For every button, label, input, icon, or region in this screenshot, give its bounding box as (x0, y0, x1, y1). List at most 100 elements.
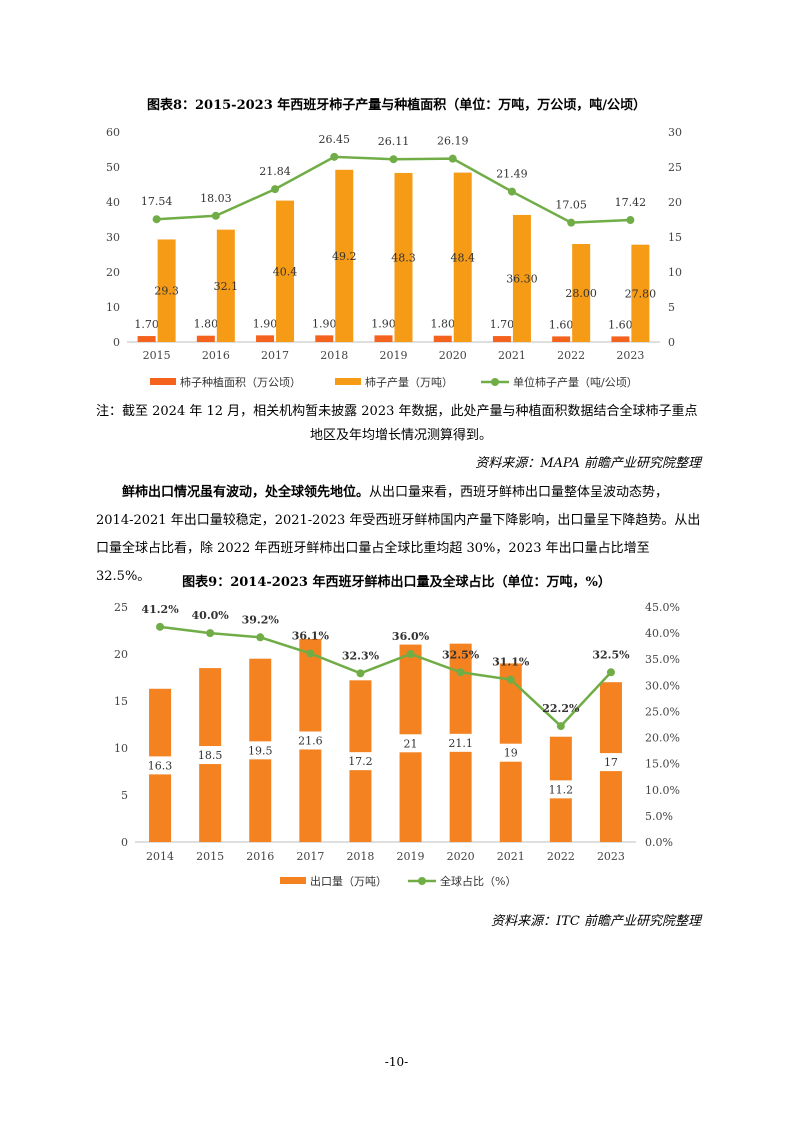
production-data-label: 48.4 (450, 251, 475, 264)
production-bar (157, 239, 176, 342)
y-right-tick-label: 30.0% (645, 679, 680, 692)
area-data-label: 1.70 (490, 318, 515, 331)
legend-production-swatch (335, 378, 361, 385)
chart2-source: 资料来源：ITC 前瞻产业研究院整理 (491, 914, 701, 929)
export-label-box (594, 753, 627, 772)
share-point (356, 669, 365, 678)
production-bar (276, 200, 295, 342)
x-tick-label: 2018 (346, 850, 374, 863)
chart2-title: 图表9：2014-2023 年西班牙鲜柿出口量及全球占比（单位：万吨，%） (182, 575, 611, 590)
y-right-tick-label: 10 (668, 266, 682, 279)
y-right-tick-label: 5 (668, 301, 675, 314)
note-line-2: 地区及年均增长情况测算得到。 (309, 428, 492, 443)
y-right-tick-label: 25 (668, 161, 682, 174)
share-point (606, 668, 615, 677)
legend-area-label: 柿子种植面积（万公顷） (180, 375, 301, 389)
yield-point (626, 216, 635, 225)
share-point (506, 675, 515, 684)
y-right-tick-label: 45.0% (645, 601, 680, 614)
yield-point (448, 154, 457, 163)
area-bar (315, 335, 334, 342)
export-label-box (344, 752, 377, 771)
legend-yield-label: 单位柿子产量（吨/公顷） (513, 375, 638, 389)
share-data-label: 32.3% (342, 649, 380, 662)
export-data-label: 19.5 (248, 744, 273, 757)
export-data-label: 11.2 (549, 783, 574, 796)
legend-area-swatch (150, 378, 176, 385)
area-data-label: 1.80 (194, 318, 219, 331)
area-data-label: 1.80 (430, 318, 455, 331)
y-right-tick-label: 15 (668, 231, 682, 244)
y-right-tick-label: 20 (668, 196, 682, 209)
chart1-title: 图表8：2015-2023 年西班牙柿子产量与种植面积（单位：万吨，万公顷，吨/… (146, 98, 647, 113)
share-data-label: 40.0% (192, 609, 230, 622)
x-tick-label: 2019 (380, 349, 408, 362)
x-tick-label: 2022 (547, 850, 575, 863)
y-left-tick-label: 50 (106, 161, 120, 174)
x-tick-label: 2016 (246, 850, 274, 863)
share-data-label: 41.2% (141, 603, 179, 616)
legend-share-marker (418, 877, 426, 885)
yield-data-label: 21.84 (259, 165, 291, 178)
share-point (206, 629, 215, 638)
production-bar (572, 244, 591, 342)
y-left-tick-label: 40 (106, 196, 120, 209)
export-data-label: 21 (404, 737, 418, 750)
area-data-label: 1.60 (608, 318, 633, 331)
area-bar (492, 336, 511, 342)
y-left-tick-label: 5 (121, 789, 128, 802)
x-tick-label: 2020 (447, 850, 475, 863)
export-label-box (544, 780, 577, 799)
legend-yield-marker (491, 378, 499, 386)
share-data-label: 32.5% (442, 648, 480, 661)
production-data-label: 48.3 (391, 251, 416, 264)
export-data-label: 18.5 (198, 749, 223, 762)
y-right-tick-label: 0 (668, 336, 675, 349)
y-left-tick-label: 25 (114, 601, 128, 614)
area-bar (256, 335, 275, 342)
area-bar (196, 335, 215, 342)
y-left-tick-label: 10 (106, 301, 120, 314)
legend-export-label: 出口量（万吨） (310, 874, 387, 888)
share-data-label: 31.1% (492, 656, 530, 669)
x-tick-label: 2017 (261, 349, 289, 362)
export-data-label: 17.2 (348, 755, 373, 768)
x-tick-label: 2017 (296, 850, 324, 863)
y-right-tick-label: 35.0% (645, 653, 680, 666)
share-point (556, 722, 565, 731)
export-label-box (494, 743, 527, 762)
export-label-box (144, 756, 177, 775)
yield-point (567, 218, 576, 227)
yield-point (389, 155, 398, 164)
production-data-label: 27.80 (625, 287, 657, 300)
legend-production-label: 柿子产量（万吨） (365, 375, 453, 389)
y-right-tick-label: 20.0% (645, 732, 680, 745)
x-tick-label: 2019 (397, 850, 425, 863)
paragraph-lead: 鲜柿出口情况虽有波动，处全球领先地位。 (122, 485, 370, 500)
area-bar (611, 336, 630, 342)
export-label-box (394, 734, 427, 753)
production-bar (335, 169, 354, 342)
yield-data-label: 26.11 (378, 135, 410, 148)
yield-data-label: 21.49 (496, 168, 528, 181)
production-data-label: 49.2 (332, 250, 357, 263)
x-tick-label: 2015 (143, 349, 171, 362)
chart1-source: 资料来源：MAPA 前瞻产业研究院整理 (475, 456, 701, 471)
yield-line (156, 155, 631, 224)
share-point (156, 622, 165, 631)
y-left-tick-label: 60 (106, 126, 120, 139)
yield-point (271, 185, 280, 194)
export-data-label: 16.3 (148, 759, 173, 772)
production-data-label: 28.00 (565, 287, 597, 300)
y-left-tick-label: 0 (113, 336, 120, 349)
yield-data-label: 18.03 (200, 192, 232, 205)
paragraph-text: 从出口量来看，西班牙鲜柿出口量整体呈波动态势，2014-2021 年出口量较稳定… (96, 485, 701, 584)
share-data-label: 36.0% (392, 630, 430, 643)
y-right-tick-label: 0.0% (645, 836, 673, 849)
export-data-label: 17 (604, 756, 618, 769)
body-paragraph: 鲜柿出口情况虽有波动，处全球领先地位。从出口量来看，西班牙鲜柿出口量整体呈波动态… (96, 479, 702, 591)
x-tick-label: 2020 (439, 349, 467, 362)
yield-data-label: 17.42 (615, 196, 647, 209)
y-left-tick-label: 30 (106, 231, 120, 244)
x-tick-label: 2023 (616, 349, 644, 362)
